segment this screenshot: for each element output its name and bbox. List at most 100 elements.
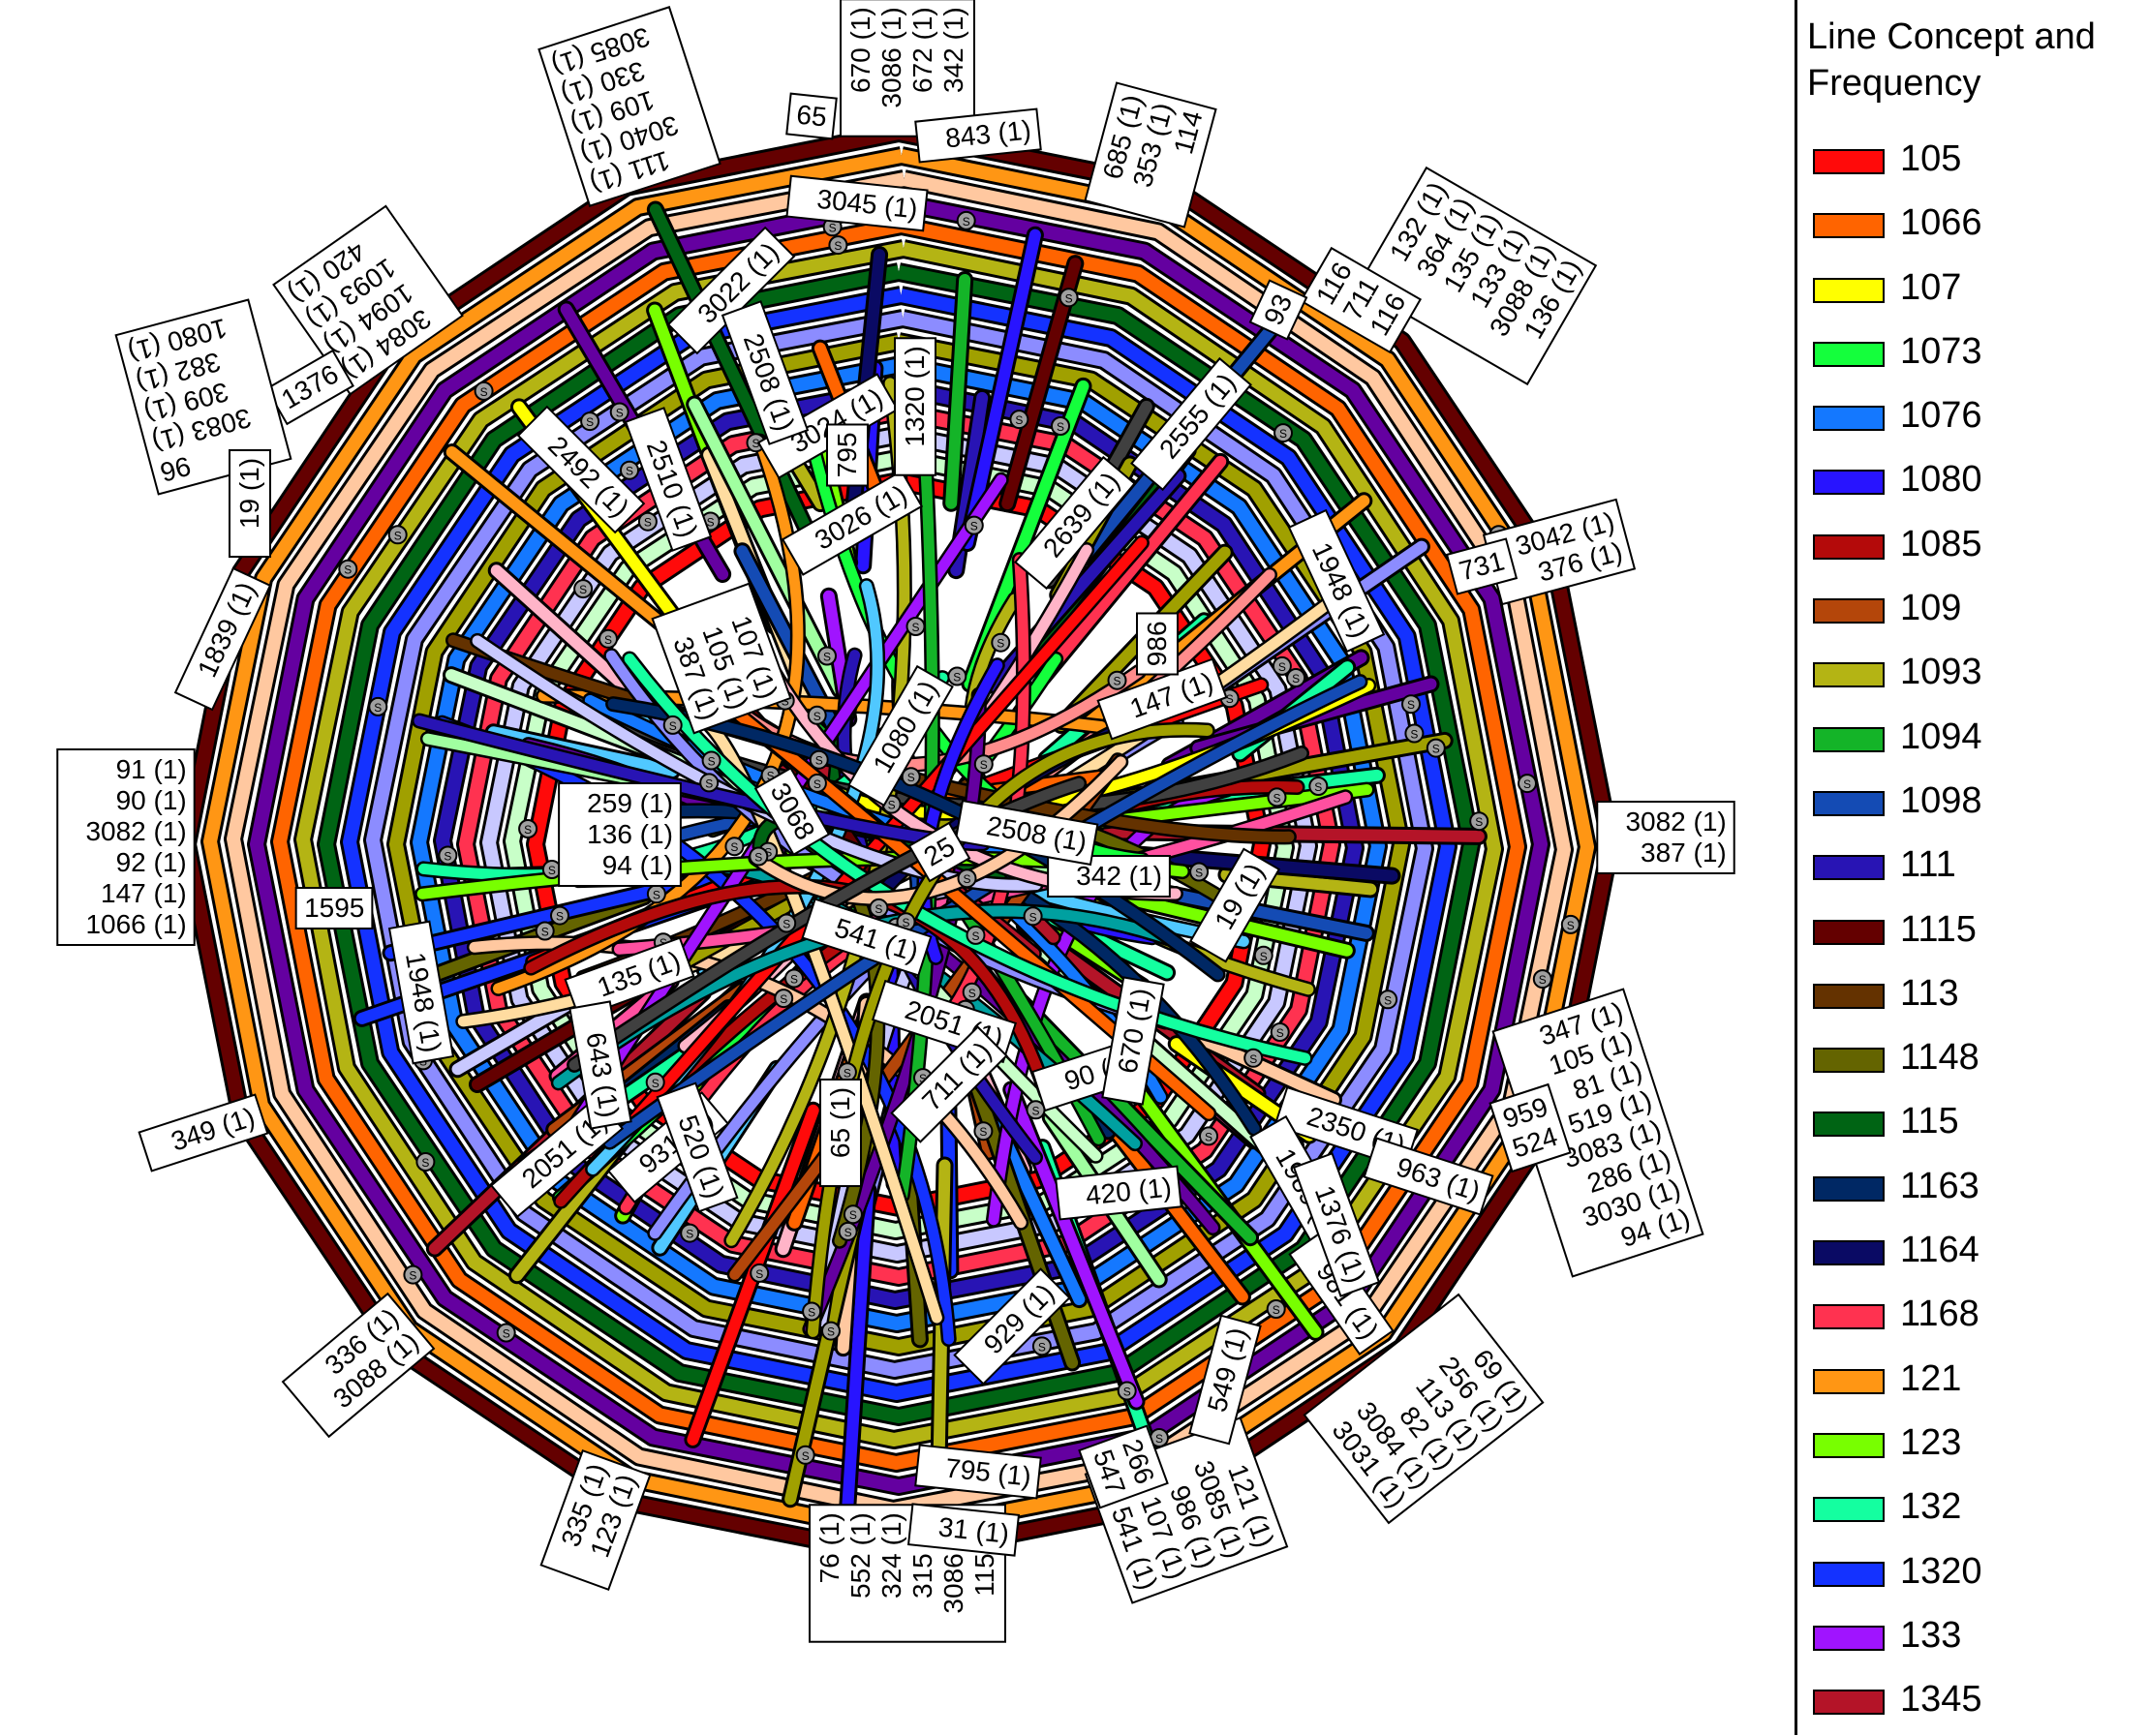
legend-swatch — [1813, 1561, 1885, 1587]
legend-swatch — [1813, 726, 1885, 752]
legend-label: 107 — [1900, 266, 1962, 308]
line-segment — [945, 273, 971, 509]
station-marker: S — [1023, 906, 1043, 927]
legend-swatch — [1813, 406, 1885, 432]
station-marker: S — [784, 968, 804, 989]
station-marker: S — [518, 819, 538, 838]
station-marker: S — [645, 1072, 665, 1092]
svg-text:S: S — [970, 520, 978, 533]
legend-swatch — [1813, 1112, 1885, 1138]
line-route — [447, 634, 1295, 842]
legend-item-1345: 1345 — [1805, 1672, 2144, 1736]
station-label-text: 3086 (1) — [876, 7, 906, 107]
svg-text:S: S — [752, 437, 759, 450]
svg-text:S: S — [1432, 743, 1440, 756]
station-marker: S — [680, 1223, 700, 1243]
station-label-box: 69 (1)256 (1)113 (1)82 (1)3084 (1)3031 (… — [1303, 1293, 1545, 1525]
svg-text:S: S — [669, 719, 677, 733]
svg-text:S: S — [963, 872, 970, 886]
svg-text:S: S — [686, 1228, 693, 1241]
legend-item-1066: 1066 — [1805, 196, 2144, 259]
legend-item-1168: 1168 — [1805, 1287, 2144, 1351]
legend-swatch — [1813, 1497, 1885, 1523]
station-label-text: 3082 (1) — [85, 816, 186, 846]
station-label-box: 3082 (1)387 (1) — [1596, 801, 1735, 874]
legend-item-1073: 1073 — [1805, 324, 2144, 388]
station-marker: S — [828, 235, 848, 256]
legend-label: 1073 — [1900, 330, 1982, 372]
station-marker: S — [598, 628, 618, 649]
svg-text:S: S — [1123, 1386, 1131, 1399]
legend-item-1080: 1080 — [1805, 452, 2144, 516]
svg-text:S: S — [556, 910, 564, 924]
station-label-box: 3068 — [753, 767, 831, 856]
legend-item-123: 123 — [1805, 1416, 2144, 1479]
svg-text:S: S — [790, 973, 798, 987]
station-label-box: 347 (1)105 (1)81 (1)519 (1)3083 (1)286 (… — [1491, 988, 1704, 1278]
legend-label: 105 — [1900, 138, 1962, 179]
station-label-box: 93 — [1248, 279, 1308, 341]
station-marker: S — [869, 898, 889, 918]
svg-text:S: S — [524, 823, 532, 837]
station-label-text: 90 (1) — [116, 785, 187, 815]
station-marker: S — [1273, 423, 1293, 443]
station-marker: S — [1518, 774, 1537, 794]
legend-label: 1094 — [1900, 716, 1982, 757]
svg-text:S: S — [1249, 1052, 1257, 1066]
svg-text:S: S — [764, 846, 772, 860]
station-label-box: 843 (1) — [914, 107, 1042, 164]
legend-item-107: 107 — [1805, 260, 2144, 324]
svg-text:S: S — [409, 1269, 416, 1283]
station-label-text: 552 (1) — [845, 1512, 875, 1599]
legend-swatch — [1813, 855, 1885, 881]
svg-text:S: S — [844, 1066, 851, 1080]
station-marker: S — [387, 525, 408, 545]
station-label-text: 342 (1) — [938, 7, 968, 93]
station-marker: S — [1270, 1022, 1290, 1042]
legend-label: 1345 — [1900, 1679, 1982, 1721]
legend-swatch — [1813, 1368, 1885, 1394]
svg-text:S: S — [374, 701, 382, 715]
legend-label: 123 — [1900, 1421, 1962, 1463]
svg-text:S: S — [823, 651, 831, 664]
svg-text:S: S — [604, 633, 612, 647]
svg-text:S: S — [1057, 420, 1064, 434]
svg-text:S: S — [1567, 919, 1575, 932]
line-ring — [459, 405, 1338, 1284]
station-marker: S — [843, 1204, 863, 1225]
legend-item-109: 109 — [1805, 581, 2144, 645]
station-marker: S — [966, 925, 986, 945]
station-label-boxes: 670 (1) 3086 (1) 672 (1) 342 (1)843 (1)3045… — [56, 0, 1735, 1643]
station-marker: S — [964, 515, 984, 535]
svg-text:S: S — [541, 926, 549, 939]
station-label-box: 259 (1)136 (1)94 (1) — [558, 782, 682, 887]
line-ring — [506, 451, 1292, 1237]
station-marker: S — [699, 773, 720, 793]
svg-text:S: S — [1038, 1340, 1046, 1354]
station-markers: S S S S S S S S S S S S S S S S S S S S S S S S S S S S S S S S S S S S S S S S… — [334, 210, 1580, 1553]
station-marker: S — [368, 696, 388, 716]
station-label-box: 335 (1)123 (1) — [539, 1448, 652, 1592]
svg-text:S: S — [813, 777, 821, 791]
station-label-text: 136 (1) — [587, 819, 673, 849]
legend-swatch — [1813, 533, 1885, 560]
station-marker: S — [947, 666, 967, 686]
station-marker: S — [1051, 416, 1070, 436]
legend-swatch — [1813, 1048, 1885, 1074]
legend: Line Concept and Frequency 105 1066 107 … — [1795, 0, 2148, 1735]
legend-label: 1164 — [1900, 1230, 1979, 1271]
station-marker: S — [1308, 777, 1329, 796]
station-label-text: 1320 (1) — [900, 346, 930, 446]
svg-text:S: S — [802, 1449, 810, 1463]
station-marker: S — [550, 905, 569, 926]
legend-swatch — [1813, 1240, 1885, 1266]
station-label-box: 986 — [1136, 612, 1179, 676]
svg-text:S: S — [344, 563, 352, 577]
legend-swatch — [1813, 1304, 1885, 1330]
legend-label: 113 — [1900, 972, 1959, 1014]
station-marker: S — [535, 921, 555, 941]
svg-text:S: S — [1015, 413, 1023, 427]
station-marker: S — [438, 845, 458, 866]
station-marker: S — [1031, 1336, 1052, 1356]
svg-text:S: S — [1523, 777, 1531, 791]
